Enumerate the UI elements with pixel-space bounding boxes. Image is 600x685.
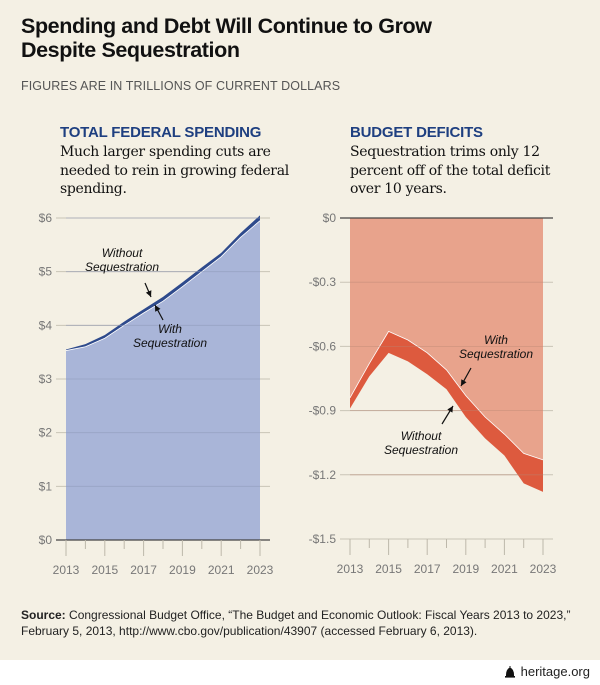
annotation-label: Sequestration — [384, 443, 458, 457]
source-text: Congressional Budget Office, “The Budget… — [21, 608, 571, 638]
x-tick-label: 2015 — [375, 562, 402, 576]
liberty-bell-icon — [504, 665, 515, 678]
y-tick-label: $1 — [39, 479, 53, 493]
annotation-arrowhead — [155, 305, 161, 312]
annotation-arrowhead — [145, 290, 152, 297]
x-tick-label: 2017 — [414, 562, 441, 576]
y-tick-label: -$1.2 — [309, 468, 337, 482]
x-tick-label: 2019 — [169, 563, 196, 577]
site-link[interactable]: heritage.org — [520, 664, 590, 679]
x-tick-label: 2023 — [247, 563, 274, 577]
spending-chart-title: TOTAL FEDERAL SPENDING — [60, 124, 262, 141]
deficit-area-with-sequestration — [350, 218, 543, 460]
y-tick-label: -$0.9 — [309, 404, 337, 418]
y-tick-label: $6 — [39, 211, 53, 225]
x-tick-label: 2015 — [91, 563, 118, 577]
x-tick-label: 2023 — [530, 562, 557, 576]
y-tick-label: $5 — [39, 265, 53, 279]
x-tick-label: 2013 — [337, 562, 364, 576]
x-tick-label: 2021 — [491, 562, 518, 576]
spending-chart-header: TOTAL FEDERAL SPENDING Much larger spend… — [60, 124, 290, 199]
y-tick-label: -$1.5 — [309, 532, 337, 546]
spending-chart-description: Much larger spending cuts are needed to … — [60, 144, 289, 197]
deficit-chart-description: Sequestration trims only 12 percent off … — [350, 144, 551, 197]
spending-area-with-sequestration — [66, 220, 260, 540]
x-tick-label: 2021 — [208, 563, 235, 577]
annotation-label: Sequestration — [133, 336, 207, 350]
page-title: Spending and Debt Will Continue to Grow … — [21, 14, 432, 62]
annotation-label: Sequestration — [459, 347, 533, 361]
deficit-chart-header: BUDGET DEFICITS Sequestration trims only… — [350, 124, 580, 199]
annotation-label: With — [158, 322, 182, 336]
x-tick-label: 2017 — [130, 563, 157, 577]
y-tick-label: $0 — [39, 533, 53, 547]
x-tick-label: 2013 — [53, 563, 80, 577]
subtitle: FIGURES ARE IN TRILLIONS OF CURRENT DOLL… — [21, 79, 341, 93]
y-tick-label: $3 — [39, 372, 53, 386]
spending-chart: $0 $1 $2 $3 $4 $5 $6 2013 2015 2017 2019 2021 2023 Wi… — [39, 211, 274, 577]
y-tick-label: $2 — [39, 426, 53, 440]
with-sequestration-line — [65, 220, 261, 351]
y-tick-label: $0 — [323, 211, 337, 225]
with-sequestration-line — [349, 330, 544, 461]
source-label: Source: — [21, 608, 66, 622]
annotation-arrowhead — [461, 379, 467, 386]
charts-canvas: $0 $1 $2 $3 $4 $5 $6 2013 2015 2017 2019 2021 2023 Wi… — [39, 211, 557, 577]
annotation-arrowhead — [447, 406, 453, 413]
deficit-band-without-sequestration — [350, 331, 543, 492]
footer: heritage.org — [504, 664, 590, 679]
annotation-label: Without — [102, 246, 143, 260]
annotation-label: Sequestration — [85, 260, 159, 274]
annotation-label: With — [484, 333, 508, 347]
y-tick-label: $4 — [39, 318, 53, 332]
deficit-chart: $0 -$0.3 -$0.6 -$0.9 -$1.2 -$1.5 2013 2015 2017 2… — [309, 211, 557, 576]
x-tick-label: 2019 — [452, 562, 479, 576]
y-tick-label: -$0.3 — [309, 275, 337, 289]
y-tick-label: -$0.6 — [309, 339, 337, 353]
source-note: Source: Congressional Budget Office, “Th… — [21, 607, 591, 639]
deficit-chart-title: BUDGET DEFICITS — [350, 124, 483, 141]
annotation-label: Without — [401, 429, 442, 443]
